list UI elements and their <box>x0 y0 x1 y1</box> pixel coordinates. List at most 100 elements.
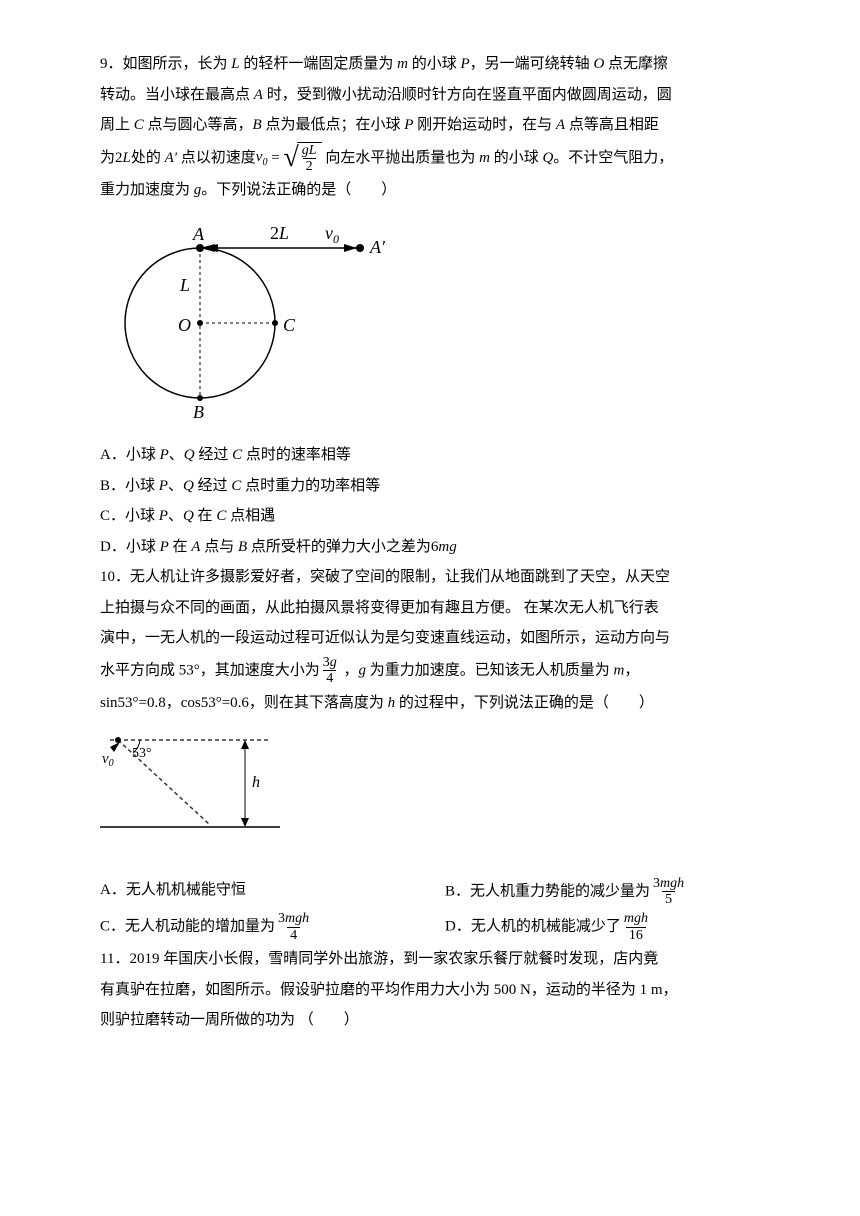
q10-number: 10． <box>100 569 130 585</box>
t: 。不计空气阻力， <box>553 149 673 165</box>
t: 、 <box>168 508 183 524</box>
t: 、 <box>169 447 184 463</box>
q9-line3: 周上 C 点与圆心等高，B 点为最低点；在小球 P 刚开始运动时，在与 A 点等… <box>100 111 760 140</box>
num: gL <box>299 143 320 158</box>
t: 刚开始运动时，在与 <box>413 117 556 133</box>
q10-line1: 10．无人机让许多摄影爱好者，突破了空间的限制，让我们从地面跳到了天空，从天空 <box>100 563 760 592</box>
t: 2019 年国庆小长假，雪晴同学外出旅游，到一家农家乐餐厅就餐时发现，店内竟 <box>129 951 658 967</box>
t: 处的 <box>131 149 165 165</box>
q9-option-d: D．小球 P 在 A 点与 B 点所受杆的弹力大小之差为6mg <box>100 533 760 562</box>
t: 的轻杆一端固定质量为 <box>240 56 398 72</box>
frac: 3mgh4 <box>275 911 312 943</box>
v: P <box>160 447 169 463</box>
t: 点时重力的功率相等 <box>241 478 380 494</box>
q10-line4: 水平方向成 53°，其加速度大小为3g4 ，g 为重力加速度。已知该无人机质量为… <box>100 655 760 687</box>
t: sin53°=0.8，cos53°=0.6，则在其下落高度为 <box>100 695 388 711</box>
q9-line2: 转动。当小球在最高点 A 时，受到微小扰动沿顺时针方向在竖直平面内做圆周运动，圆 <box>100 81 760 110</box>
t: B．无人机重力势能的减少量为 <box>445 883 650 899</box>
q10-option-b: B．无人机重力势能的减少量为3mgh5 <box>445 876 760 908</box>
frac: 3mgh5 <box>650 876 687 908</box>
t: C．无人机动能的增加量为 <box>100 919 275 935</box>
t: ，另一端可绕转轴 <box>470 56 594 72</box>
q10-line3: 演中，一无人机的一段运动过程可近似认为是匀变速直线运动，如图所示，运动方向与 <box>100 624 760 653</box>
q11-line1: 11．2019 年国庆小长假，雪晴同学外出旅游，到一家农家乐餐厅就餐时发现，店内… <box>100 945 760 974</box>
q11-line2: 有真驴在拉磨，如图所示。假设驴拉磨的平均作用力大小为 500 N，运动的半径为 … <box>100 976 760 1005</box>
v: P <box>159 508 168 524</box>
t: 向左水平抛出质量也为 <box>322 149 480 165</box>
var-v0: v0 <box>256 149 268 165</box>
var-A: A <box>556 117 565 133</box>
q10-figure: 53° v0 h <box>100 725 760 856</box>
num: mgh <box>621 911 651 926</box>
v: Q <box>184 447 195 463</box>
v: Q <box>183 478 194 494</box>
t: 在 <box>194 508 217 524</box>
t: D．小球 <box>100 539 160 555</box>
var-O: O <box>593 56 604 72</box>
t: 为重力加速度。已知该无人机质量为 <box>366 662 614 678</box>
q11-line3: 则驴拉磨转动一周所做的功为 （ ） <box>100 1006 760 1035</box>
q10-options-row1: A．无人机机械能守恒 B．无人机重力势能的减少量为3mgh5 <box>100 874 760 910</box>
var-A: A <box>254 87 263 103</box>
var-C: C <box>134 117 144 133</box>
label-C: C <box>283 315 296 335</box>
label-angle: 53° <box>132 746 152 761</box>
t: 、 <box>168 478 183 494</box>
label-h: h <box>252 774 260 791</box>
q10-option-a: A．无人机机械能守恒 <box>100 876 415 908</box>
var-2L: L <box>123 149 131 165</box>
frac: mgh16 <box>621 911 651 943</box>
q10-options-row2: C．无人机动能的增加量为3mgh4 D．无人机的机械能减少了mgh16 <box>100 909 760 945</box>
t: 点为最低点；在小球 <box>262 117 405 133</box>
t: 的小球 <box>408 56 461 72</box>
t: 点等高且相距 <box>565 117 659 133</box>
label-Aprime: A′ <box>369 237 386 257</box>
v: C <box>216 508 226 524</box>
t: 的小球 <box>490 149 543 165</box>
var-Q: Q <box>542 149 553 165</box>
var-g: g <box>359 662 367 678</box>
var-B: B <box>253 117 262 133</box>
q9-option-c: C．小球 P、Q 在 C 点相遇 <box>100 502 760 531</box>
t: 经过 <box>195 447 233 463</box>
v: Q <box>183 508 194 524</box>
t: 点无摩擦 <box>604 56 668 72</box>
t: 点与圆心等高， <box>144 117 253 133</box>
q9-number: 9． <box>100 56 123 72</box>
v: B <box>238 539 247 555</box>
t: B．小球 <box>100 478 159 494</box>
t: 转动。当小球在最高点 <box>100 87 254 103</box>
q10-line2: 上拍摄与众不同的画面，从此拍摄风景将变得更加有趣且方便。 在某次无人机飞行表 <box>100 594 760 623</box>
t: 周上 <box>100 117 134 133</box>
t: 点与 <box>200 539 238 555</box>
q9-line5: 重力加速度为 g。下列说法正确的是（ ） <box>100 176 760 205</box>
q9-option-a: A．小球 P、Q 经过 C 点时的速率相等 <box>100 441 760 470</box>
frac-3g4: 3g4 <box>320 655 340 687</box>
q10-option-c: C．无人机动能的增加量为3mgh4 <box>100 911 415 943</box>
label-v0: v0 <box>102 751 114 769</box>
var-Aprime: A' <box>165 149 177 165</box>
eq: = <box>267 149 283 165</box>
t: 经过 <box>194 478 232 494</box>
den: 4 <box>323 670 336 686</box>
var-m: m <box>397 56 408 72</box>
t: 水平方向成 53°，其加速度大小为 <box>100 662 320 678</box>
label-L: L <box>179 275 190 295</box>
label-B: B <box>193 402 204 422</box>
v: C <box>232 447 242 463</box>
t: ， <box>624 662 639 678</box>
den: 4 <box>287 927 300 943</box>
t: ， <box>340 662 359 678</box>
v: C <box>231 478 241 494</box>
q11-number: 11． <box>100 951 129 967</box>
q9-option-b: B．小球 P、Q 经过 C 点时重力的功率相等 <box>100 472 760 501</box>
var-mg: mg <box>438 539 456 555</box>
t: 点相遇 <box>226 508 275 524</box>
t: 的过程中，下列说法正确的是（ ） <box>395 695 654 711</box>
t: 点以初速度 <box>177 149 256 165</box>
den: 5 <box>662 891 675 907</box>
q10-option-d: D．无人机的机械能减少了mgh16 <box>445 911 760 943</box>
t: A．小球 <box>100 447 160 463</box>
t: 点所受杆的弹力大小之差为 <box>247 539 431 555</box>
var-m: m <box>614 662 625 678</box>
